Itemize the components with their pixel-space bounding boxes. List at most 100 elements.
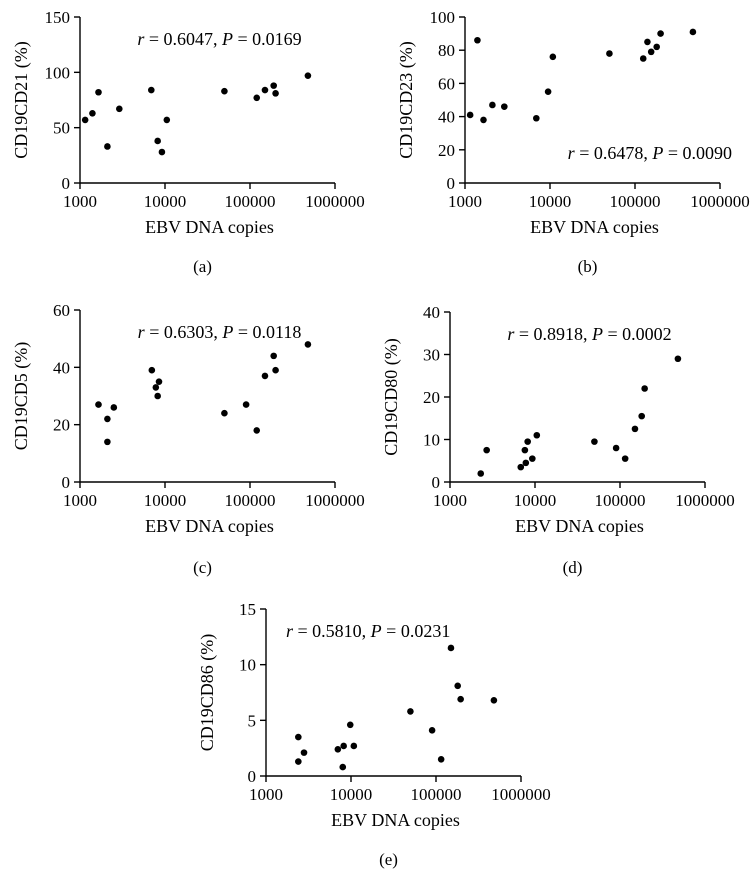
annotation-part: P [221,322,233,342]
y-tick-label: 40 [438,108,455,127]
data-point [116,105,123,113]
annotation-part: = 0.0231 [382,621,451,641]
panel-label: (d) [563,558,583,577]
y-axis-title: CD19CD80 (%) [381,338,402,456]
data-point [638,412,645,420]
panel-label: (b) [578,257,598,276]
x-tick-label: 1000000 [305,192,365,211]
data-point [522,459,530,467]
x-tick-label: 1000 [63,192,97,211]
panel-label: (a) [193,257,212,276]
data-point [304,72,312,79]
data-point [644,38,651,46]
y-tick-label: 0 [62,473,71,492]
data-point [524,438,531,445]
data-point [647,48,655,56]
data-point [544,88,552,95]
data-point [549,53,557,61]
x-axis-title: EBV DNA copies [145,516,274,536]
x-axis-title: EBV DNA copies [530,217,659,237]
data-point [242,401,250,408]
data-point [272,366,279,374]
data-point [152,384,160,391]
annotation-part: = 0.5810, [293,621,371,641]
x-tick-label: 10000 [514,491,557,510]
x-tick-label: 10000 [330,785,373,804]
data-point [517,463,525,471]
data-point [95,401,102,408]
data-point [339,763,347,771]
y-tick-label: 0 [248,767,257,786]
data-point [253,427,261,434]
y-tick-label: 10 [239,656,256,675]
y-tick-label: 60 [53,301,70,320]
panel-a: 0 50 100 150 1000 10000 100000 1000000 EBV DNA c… [11,8,365,276]
data-point [350,742,358,750]
annotation-part: = 0.0090 [663,143,732,163]
data-point [270,82,277,89]
data-point [466,111,474,119]
correlation-annotation: r = 0.5810, P = 0.0231 [286,621,450,641]
x-tick-label: 1000 [249,785,283,804]
data-point [674,355,682,363]
annotation-part: r [507,324,515,344]
y-tick-label: 50 [53,119,70,138]
annotation-part: P [591,324,603,344]
data-point [158,148,166,156]
data-point [95,88,102,96]
data-point [346,721,354,729]
annotation-part: = 0.0169 [233,29,302,49]
panel-label: (c) [193,558,212,577]
x-tick-label: 100000 [610,192,661,211]
data-point [501,103,508,110]
x-tick-label: 100000 [595,491,646,510]
data-point [480,116,487,124]
annotation-part: P [370,621,382,641]
data-point [653,43,660,51]
data-point [533,431,541,439]
y-axis-title: CD19CD86 (%) [197,634,218,752]
annotation-part: P [651,143,663,163]
data-point [437,756,445,763]
annotation-part: r [138,322,146,342]
data-point [300,749,308,756]
panel-b: 0 20 40 60 80 100 1000 10000 100000 1000000 EBV DN… [396,8,750,276]
y-axis-title: CD19CD21 (%) [11,41,32,159]
correlation-annotation: r = 0.6478, P = 0.0090 [568,143,732,163]
y-tick-label: 40 [423,303,440,322]
x-tick-label: 10000 [144,192,187,211]
data-point [261,86,269,94]
data-point [657,30,664,37]
data-point [454,682,461,690]
data-point [483,446,490,454]
correlation-annotation: r = 0.6047, P = 0.0169 [137,29,301,49]
y-tick-label: 15 [239,600,256,619]
data-point [428,727,436,734]
x-tick-label: 1000 [448,192,482,211]
data-point [606,50,613,57]
y-tick-label: 40 [53,358,70,377]
annotation-part: = 0.0002 [603,324,672,344]
annotation-part: r [568,143,576,163]
x-tick-label: 1000000 [675,491,735,510]
data-point [110,404,118,411]
data-point [304,341,312,348]
y-tick-label: 100 [45,63,71,82]
data-point [154,137,161,145]
data-point [529,455,536,462]
data-point [591,438,598,445]
data-point [334,745,342,753]
data-point [477,470,485,477]
x-tick-label: 100000 [411,785,462,804]
x-tick-label: 1000000 [305,491,365,510]
data-point [490,696,498,704]
data-point [155,378,163,385]
data-point [295,758,302,765]
annotation-part: = 0.0118 [233,322,301,342]
data-point [457,695,464,703]
data-point [489,101,496,109]
y-tick-label: 20 [423,388,440,407]
y-tick-label: 150 [45,8,71,27]
data-point [474,36,481,44]
y-tick-label: 20 [53,416,70,435]
